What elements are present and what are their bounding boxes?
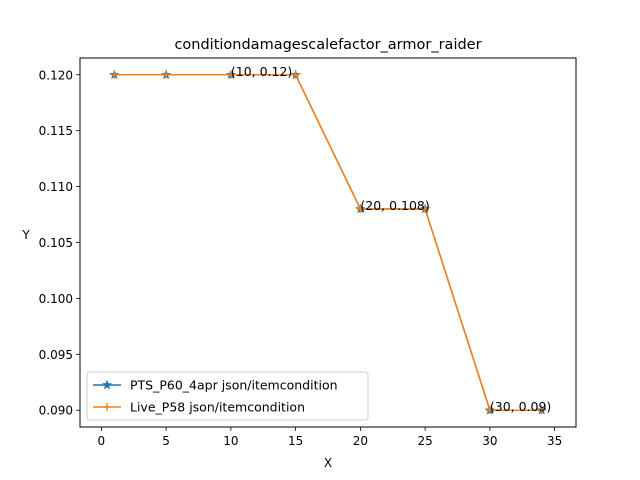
legend-star-marker	[101, 379, 113, 390]
x-axis-label: X	[324, 456, 332, 470]
legend: PTS_P60_4apr json/itemcondition Live_P58…	[86, 371, 369, 421]
data-label: (20, 0.108)	[360, 198, 429, 213]
data-point	[485, 406, 494, 415]
data-point	[110, 70, 119, 79]
data-point	[421, 204, 430, 213]
data-point	[356, 204, 365, 213]
legend-box	[86, 371, 369, 421]
y-tick-label: 0.100	[39, 292, 73, 306]
data-point	[226, 70, 235, 79]
x-tick-label: 35	[547, 434, 562, 448]
x-tick-label: 5	[162, 434, 170, 448]
y-tick-label: 0.090	[39, 404, 73, 418]
legend-label-pts: PTS_P60_4apr json/itemcondition	[130, 378, 338, 393]
x-tick-label: 20	[353, 434, 368, 448]
y-tick-label: 0.115	[39, 124, 73, 138]
legend-label-live: Live_P58 json/itemcondition	[130, 400, 305, 415]
series-line	[114, 74, 542, 411]
x-tick-label: 0	[98, 434, 106, 448]
y-tick-label: 0.095	[39, 348, 73, 362]
legend-plus-marker	[103, 403, 111, 411]
y-tick-label: 0.120	[39, 68, 73, 82]
y-axis-label: Y	[21, 228, 30, 242]
y-axis-ticks: 0.090 0.095 0.100 0.105 0.110 0.115 0.120	[39, 68, 80, 418]
series-layer	[109, 69, 547, 415]
series-1	[110, 70, 546, 415]
data-label: (10, 0.12)	[231, 64, 292, 79]
legend-marker	[103, 403, 111, 411]
data-label: (30, 0.09)	[490, 399, 551, 414]
x-tick-label: 10	[223, 434, 238, 448]
y-tick-label: 0.105	[39, 236, 73, 250]
y-tick-label: 0.110	[39, 180, 73, 194]
data-point	[291, 70, 300, 79]
annotation-layer: (10, 0.12) (20, 0.108) (30, 0.09)	[231, 64, 551, 414]
x-tick-label: 25	[417, 434, 432, 448]
legend-marker	[101, 379, 113, 390]
x-axis-ticks: 0 5 10 15 20 25 30 35	[98, 427, 562, 448]
x-tick-label: 15	[288, 434, 303, 448]
chart-title: conditiondamagescalefactor_armor_raider	[174, 37, 481, 53]
plot-area	[80, 58, 576, 427]
data-point	[162, 70, 171, 79]
data-point	[537, 406, 546, 415]
x-tick-label: 30	[482, 434, 497, 448]
